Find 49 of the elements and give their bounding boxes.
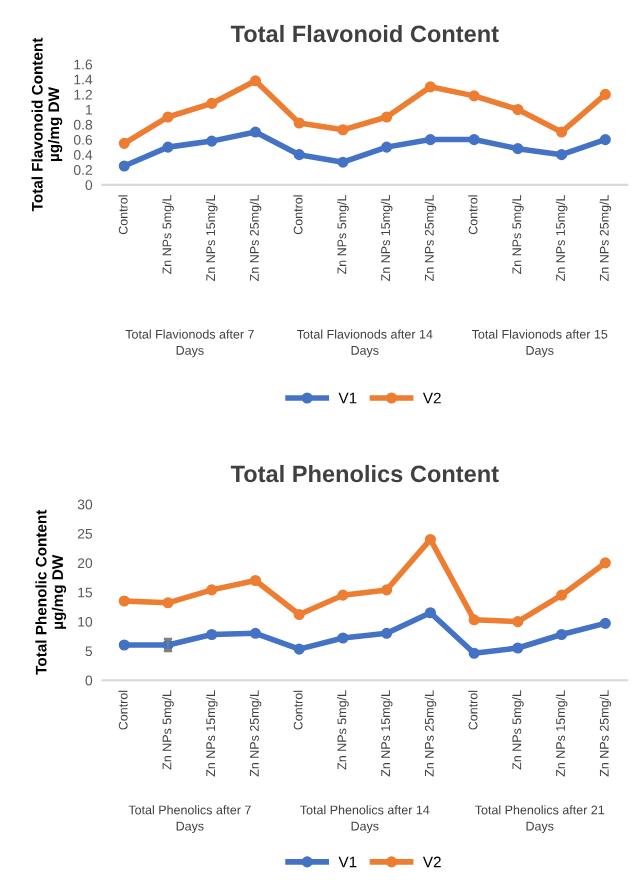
point [337, 589, 349, 601]
point [249, 75, 262, 87]
point [206, 584, 218, 596]
point [206, 97, 218, 109]
point [512, 616, 524, 628]
point [293, 643, 305, 655]
point [599, 557, 611, 569]
point [512, 642, 524, 654]
point [249, 126, 262, 138]
point [162, 597, 174, 609]
point [556, 628, 568, 641]
point [468, 647, 480, 659]
point [556, 589, 568, 601]
point [556, 149, 568, 161]
point [424, 81, 436, 93]
point [293, 117, 305, 129]
point [381, 584, 393, 596]
point [381, 141, 393, 153]
point [118, 160, 130, 172]
point [293, 608, 305, 621]
point [206, 628, 218, 641]
point [337, 124, 349, 136]
point [162, 111, 174, 123]
point [162, 141, 174, 153]
point [599, 88, 611, 100]
point [118, 639, 130, 651]
point [468, 614, 480, 626]
point [249, 574, 262, 587]
chart-title: Total Phenolics Content [230, 464, 499, 483]
point [293, 149, 305, 161]
point [337, 156, 349, 168]
point [599, 617, 611, 629]
point [424, 533, 436, 545]
point [468, 134, 480, 146]
point [381, 111, 393, 123]
point [249, 627, 262, 639]
point [556, 126, 568, 138]
point [337, 632, 349, 644]
point [381, 627, 393, 639]
point [206, 135, 218, 147]
point [512, 103, 524, 116]
point [118, 595, 130, 607]
point [424, 607, 436, 619]
chart-title: Total Flavonoid Content [230, 24, 499, 43]
point [512, 143, 524, 155]
point [424, 134, 436, 146]
point [599, 134, 611, 146]
point [118, 137, 130, 149]
point [468, 90, 480, 102]
